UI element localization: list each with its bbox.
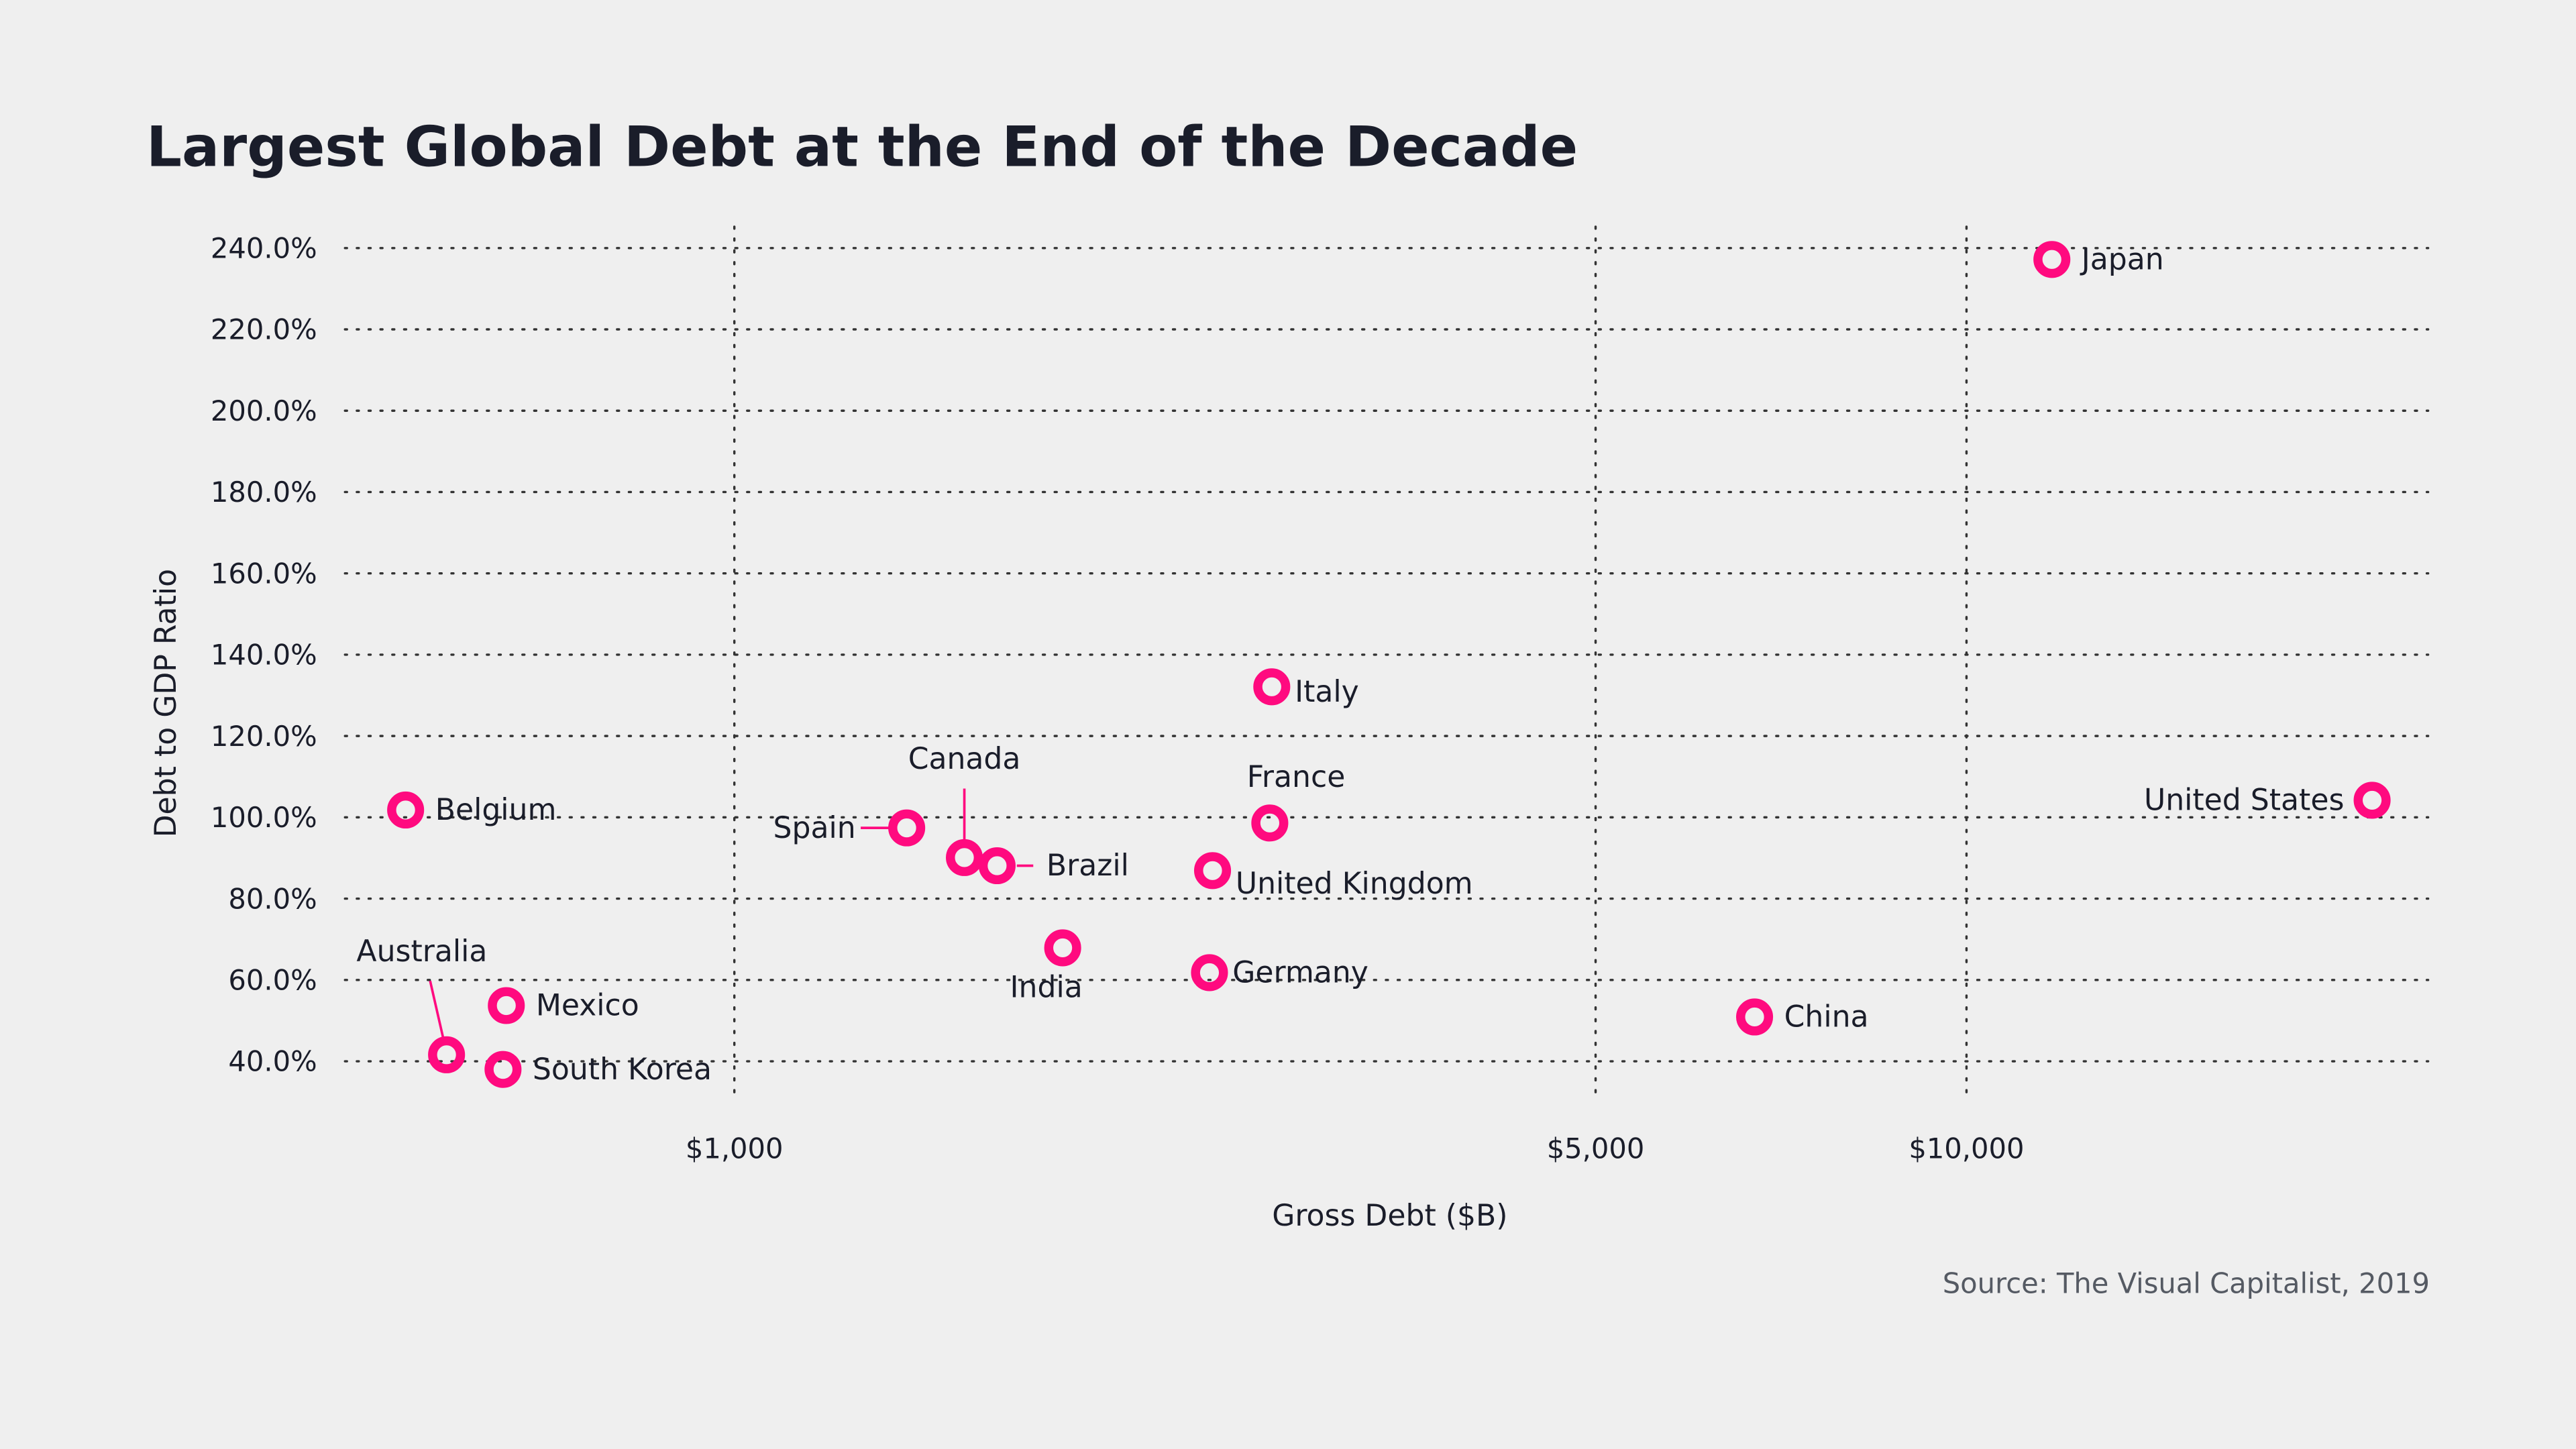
data-point[interactable] (1735, 998, 1774, 1036)
data-point[interactable] (888, 809, 926, 847)
data-point[interactable] (1193, 852, 1232, 890)
point-label: United Kingdom (1236, 867, 1473, 901)
point-label: France (1247, 760, 1346, 794)
point-label: Canada (908, 742, 1021, 776)
data-point[interactable] (946, 839, 983, 876)
point-label: Mexico (536, 989, 639, 1023)
data-point[interactable] (2033, 241, 2071, 278)
point-label: India (1010, 970, 1083, 1004)
point-label: Belgium (435, 793, 557, 827)
y-tick-label: 120.0% (211, 720, 317, 753)
x-axis-label: Gross Debt ($B) (1272, 1199, 1507, 1233)
point-label: Australia (356, 934, 487, 969)
point-label: Japan (2080, 242, 2164, 276)
x-tick-label: $10,000 (1909, 1132, 2024, 1165)
y-tick-label: 140.0% (211, 639, 317, 672)
data-point[interactable] (488, 987, 525, 1024)
y-tick-label: 200.0% (211, 394, 317, 427)
y-tick-label: 180.0% (211, 476, 317, 508)
point-label: United States (2144, 784, 2344, 818)
y-tick-label: 240.0% (211, 231, 317, 264)
y-tick-label: 40.0% (228, 1045, 317, 1078)
data-point[interactable] (387, 791, 425, 829)
point-label: China (1784, 1000, 1869, 1034)
x-tick-label: $1,000 (686, 1132, 784, 1165)
source-note: Source: The Visual Capitalist, 2019 (1943, 1267, 2430, 1299)
y-tick-label: 60.0% (228, 964, 317, 997)
data-point[interactable] (428, 1036, 466, 1073)
data-point[interactable] (1251, 804, 1289, 842)
data-point[interactable] (978, 847, 1016, 885)
point-label: Brazil (1046, 849, 1129, 883)
data-point[interactable] (1044, 929, 1081, 967)
point-label: Germany (1232, 956, 1368, 990)
point-label: South Korea (533, 1053, 712, 1087)
data-point[interactable] (1191, 954, 1228, 991)
data-point[interactable] (1253, 668, 1291, 706)
y-tick-label: 100.0% (211, 801, 317, 834)
data-point[interactable] (484, 1051, 522, 1088)
y-tick-label: 160.0% (211, 557, 317, 590)
point-label: Italy (1295, 675, 1359, 709)
point-label: Spain (773, 811, 856, 845)
y-tick-label: 80.0% (228, 882, 317, 915)
data-point[interactable] (2353, 782, 2391, 819)
leader-line (429, 980, 445, 1039)
y-axis-label: Debt to GDP Ratio (149, 569, 183, 837)
y-tick-label: 220.0% (211, 313, 317, 346)
x-tick-label: $5,000 (1547, 1132, 1645, 1165)
chart-title: Largest Global Debt at the End of the De… (146, 114, 1578, 179)
